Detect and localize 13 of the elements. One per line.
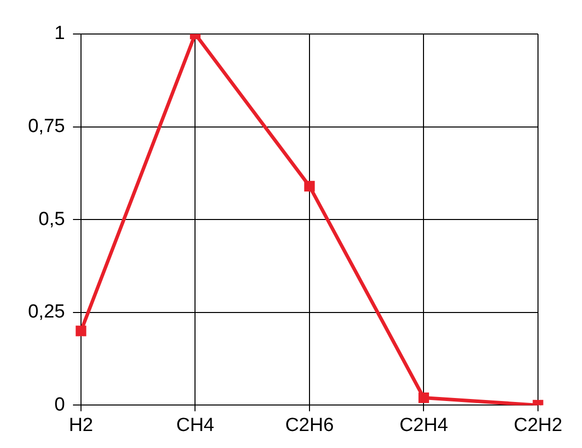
point: [76, 326, 86, 336]
y-tick-label: 1: [54, 23, 65, 44]
y-tick-label: 0: [54, 394, 65, 416]
x-tick-label: H2: [68, 414, 94, 436]
point: [418, 392, 430, 404]
y-tick-label: 0,25: [28, 302, 65, 323]
x-tick-label: C2H4: [399, 414, 448, 436]
point: [304, 180, 315, 192]
y-tick-label: 0,5: [38, 208, 65, 230]
x-tick-label: C2H2: [514, 414, 562, 436]
x-tick-label: C2H6: [285, 414, 334, 436]
x-tick-label: CH4: [176, 414, 215, 436]
y-tick-label: 0,75: [28, 116, 65, 138]
